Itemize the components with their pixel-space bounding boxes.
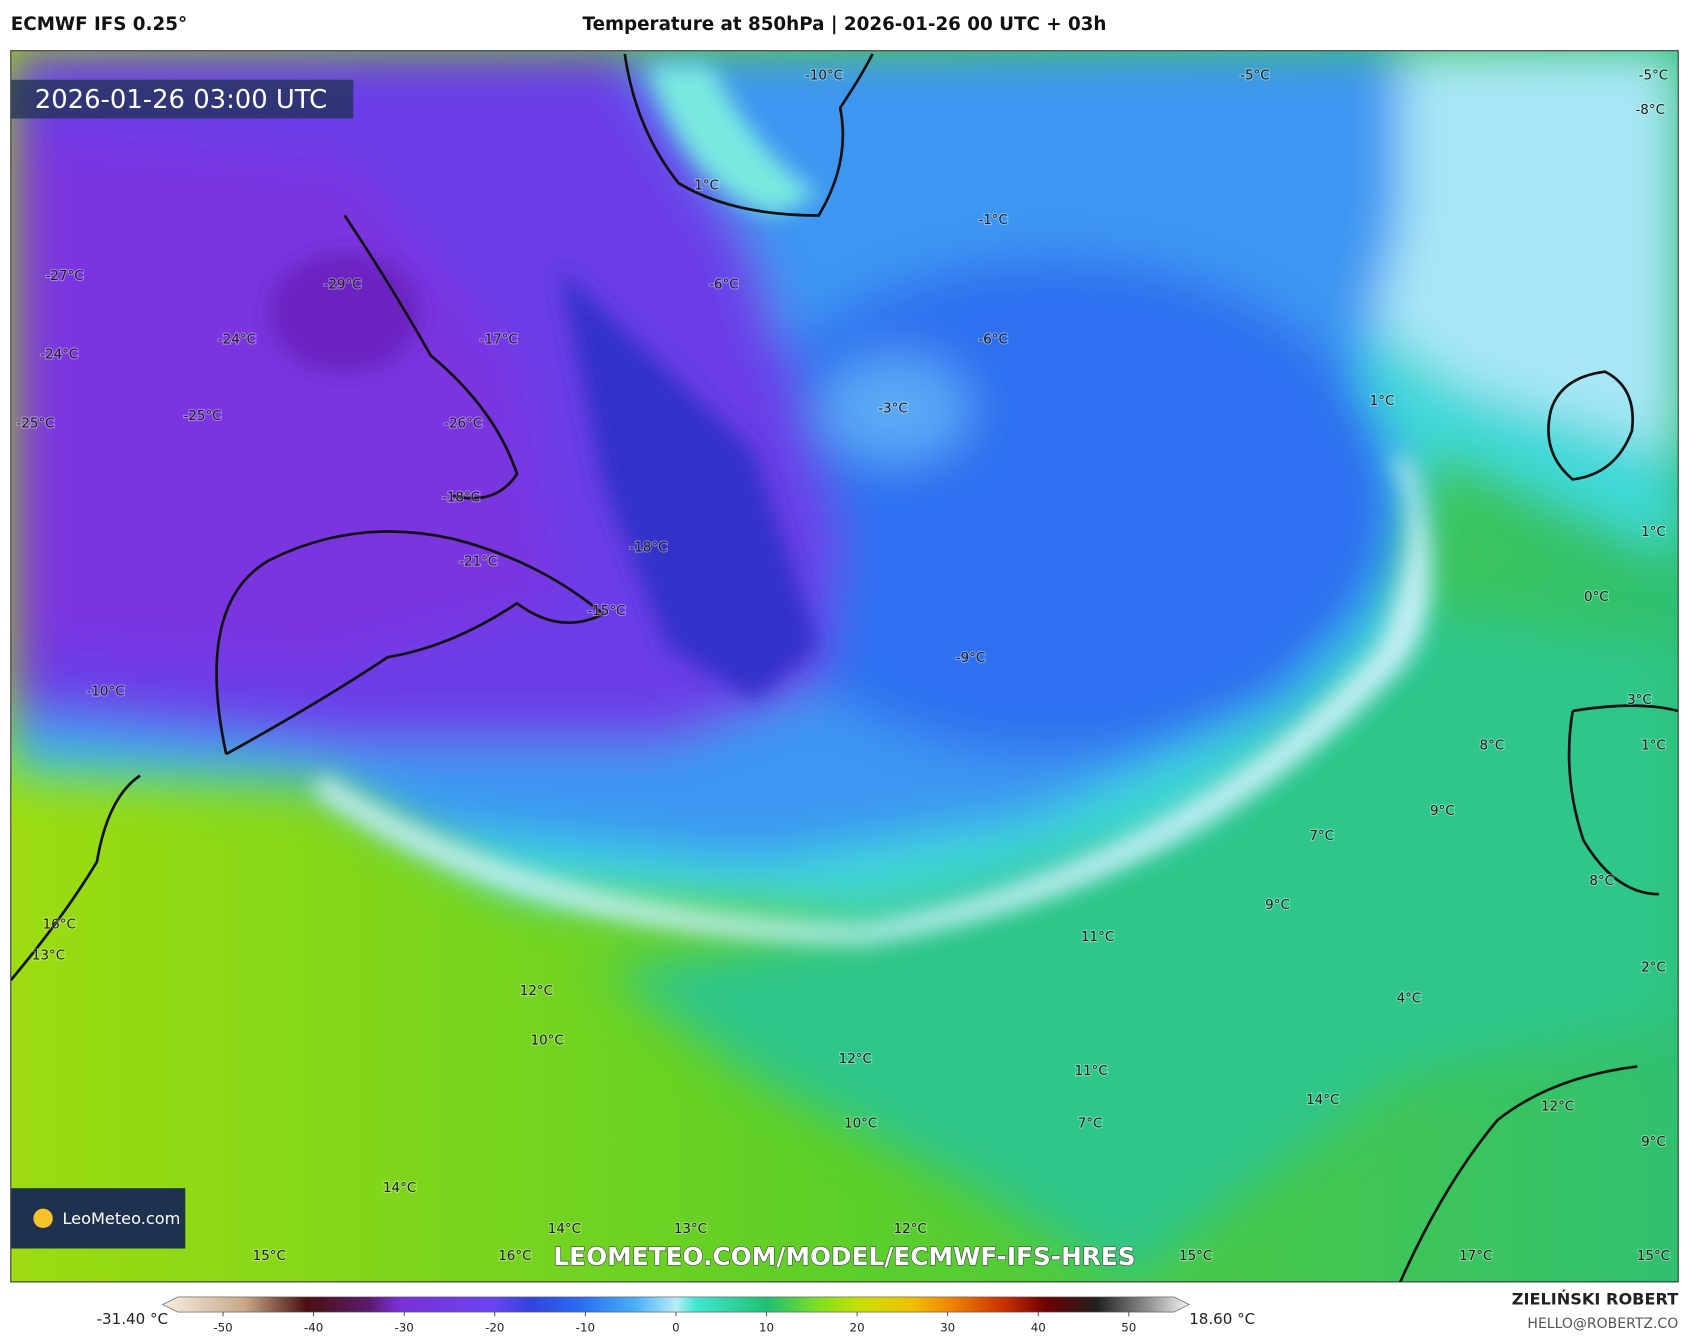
temperature-label: -25°C xyxy=(16,416,54,431)
max-label: 18.60 °C xyxy=(1189,1310,1255,1328)
temperature-label: 9°C xyxy=(1641,1135,1666,1150)
temperature-label: 0°C xyxy=(1584,590,1609,605)
temperature-labels: -10°C -5°C -5°C -8°C 1°C -1°C -6°C -27°C -29°C -2… xyxy=(15,67,1671,1265)
temperature-label: 15°C xyxy=(1637,1249,1670,1264)
temperature-label: 13°C xyxy=(674,1222,707,1237)
temperature-label: 1°C xyxy=(1641,525,1666,540)
map-title: Temperature at 850hPa | 2026-01-26 00 UT… xyxy=(583,14,1107,35)
temperature-label: -24°C xyxy=(40,347,78,362)
timestamp: 2026-01-26 03:00 UTC xyxy=(35,85,327,115)
watermark: LEOMETEO.COM/MODEL/ECMWF-IFS-HRES xyxy=(553,1242,1135,1271)
map-frame xyxy=(10,50,1679,1283)
temperature-label: 12°C xyxy=(520,984,553,999)
temperature-label: 13°C xyxy=(32,949,65,964)
temperature-label: 10°C xyxy=(531,1034,564,1049)
temperature-label: 1°C xyxy=(694,178,719,193)
temperature-label: 11°C xyxy=(1081,930,1114,945)
temperature-label: 3°C xyxy=(1627,693,1652,708)
temperature-label: 4°C xyxy=(1397,992,1422,1007)
colorbar-tick-label: 30 xyxy=(940,1320,955,1334)
colorbar-tick-label: 40 xyxy=(1031,1320,1046,1334)
temperature-label: 14°C xyxy=(1306,1093,1339,1108)
temperature-label: -27°C xyxy=(46,269,84,284)
temperature-label: -9°C xyxy=(956,651,986,666)
colorbar: -31.40 °C 18.60 °C -50 -40 -30 -20 -10 0 10 20 3… xyxy=(97,1296,1255,1334)
temperature-label: -6°C xyxy=(978,332,1008,347)
temperature-label: 12°C xyxy=(839,1052,872,1067)
temperature-label: 2°C xyxy=(1641,960,1666,975)
temperature-label: 10°C xyxy=(844,1117,877,1132)
colorbar-bar xyxy=(161,1296,1190,1313)
temperature-label: 17°C xyxy=(1459,1249,1492,1264)
email: HELLO@ROBERTZ.CO xyxy=(1527,1316,1678,1332)
temperature-label: 14°C xyxy=(548,1222,581,1237)
temperature-label: 14°C xyxy=(383,1181,416,1196)
temperature-label: 9°C xyxy=(1430,804,1455,819)
temperature-label: -10°C xyxy=(805,68,843,83)
temperature-label: -3°C xyxy=(878,401,908,416)
temperature-label: -5°C xyxy=(1240,68,1270,83)
temperature-label: -15°C xyxy=(587,604,625,619)
colorbar-tick-label: 20 xyxy=(850,1320,865,1334)
temperature-label: 16°C xyxy=(498,1249,531,1264)
colorbar-tick-label: -50 xyxy=(213,1320,232,1334)
temperature-label: -26°C xyxy=(444,416,482,431)
logo-sun xyxy=(33,1208,53,1229)
colorbar-tick-label: -20 xyxy=(485,1320,504,1334)
temperature-label: 1°C xyxy=(1641,738,1666,753)
colorbar-tick-label: -40 xyxy=(304,1320,323,1334)
temperature-label: -18°C xyxy=(629,540,667,555)
temperature-label: -25°C xyxy=(183,409,221,424)
temperature-label: -8°C xyxy=(1635,103,1665,118)
temperature-label: 9°C xyxy=(1265,898,1290,913)
temperature-label: -17°C xyxy=(480,332,518,347)
temperature-label: 12°C xyxy=(1541,1099,1574,1114)
colorbar-tick-label: -10 xyxy=(576,1320,595,1334)
temperature-label: -29°C xyxy=(323,277,361,292)
logo-text: LeoMeteo.com xyxy=(62,1209,180,1228)
author: ZIELIŃSKI ROBERT xyxy=(1512,1290,1678,1309)
timestamp-box xyxy=(10,79,354,119)
temperature-label: 8°C xyxy=(1589,874,1614,889)
temperature-label: 15°C xyxy=(253,1249,286,1264)
temperature-label: -21°C xyxy=(459,554,497,569)
temperature-label: -5°C xyxy=(1639,68,1669,83)
colorbar-tick-label: 10 xyxy=(759,1320,774,1334)
temperature-label: 7°C xyxy=(1078,1117,1103,1132)
temperature-label: 1°C xyxy=(1370,394,1395,409)
temperature-label: -18°C xyxy=(442,491,480,506)
colorbar-tick-label: -30 xyxy=(395,1320,414,1334)
min-label: -31.40 °C xyxy=(97,1310,168,1328)
temperature-label: 8°C xyxy=(1480,738,1505,753)
temperature-label: -24°C xyxy=(218,332,256,347)
colorbar-tick-label: 50 xyxy=(1121,1320,1136,1334)
temperature-label: -1°C xyxy=(978,213,1008,228)
colorbar-tick-label: 0 xyxy=(672,1320,680,1334)
temperature-label: 12°C xyxy=(894,1222,927,1237)
temperature-label: 15°C xyxy=(1179,1249,1212,1264)
map: -10°C -5°C -5°C -8°C 1°C -1°C -6°C -27°C -29°C -2… xyxy=(10,50,1679,1282)
temperature-label: 16°C xyxy=(43,917,76,932)
model-name: ECMWF IFS 0.25° xyxy=(11,14,187,35)
temperature-label: 11°C xyxy=(1075,1064,1108,1079)
coastlines xyxy=(10,53,1679,1282)
temperature-label: -6°C xyxy=(709,277,739,292)
temperature-label: -10°C xyxy=(87,685,125,700)
temperature-label: 7°C xyxy=(1309,829,1334,844)
